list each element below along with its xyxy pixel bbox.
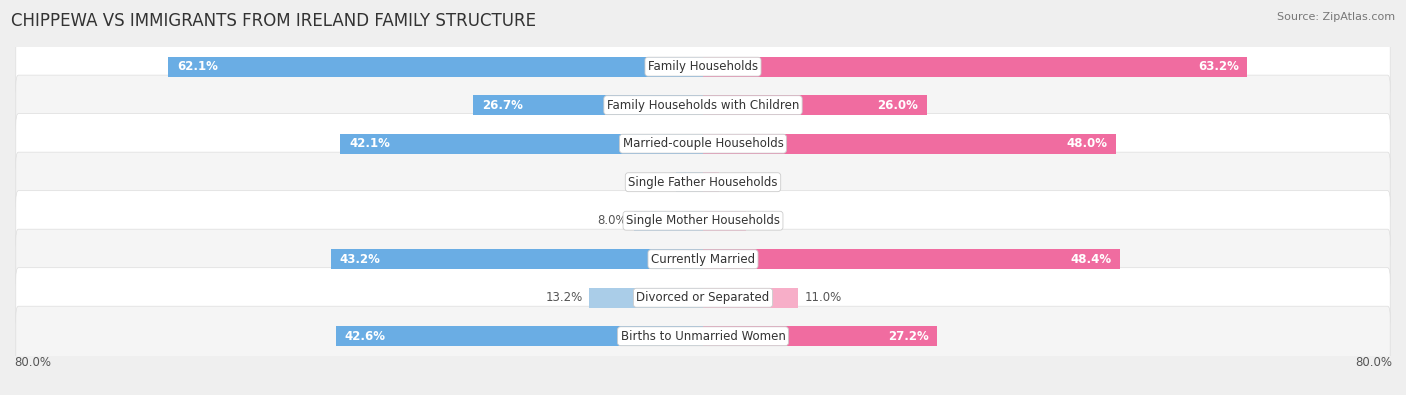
Text: 13.2%: 13.2%: [546, 291, 582, 304]
Text: Family Households with Children: Family Households with Children: [607, 99, 799, 112]
Bar: [703, 95, 927, 115]
Text: 43.2%: 43.2%: [340, 253, 381, 266]
Text: 3.1%: 3.1%: [640, 176, 669, 189]
Legend: Chippewa, Immigrants from Ireland: Chippewa, Immigrants from Ireland: [561, 394, 845, 395]
Text: 62.1%: 62.1%: [177, 60, 218, 73]
Text: Married-couple Households: Married-couple Households: [623, 137, 783, 150]
Bar: [703, 134, 1116, 154]
Bar: [330, 249, 703, 269]
FancyBboxPatch shape: [15, 152, 1391, 212]
Bar: [703, 249, 1119, 269]
Text: 42.6%: 42.6%: [344, 330, 385, 343]
Bar: [703, 326, 938, 346]
Bar: [589, 288, 703, 308]
Text: Family Households: Family Households: [648, 60, 758, 73]
Text: 48.4%: 48.4%: [1070, 253, 1111, 266]
Bar: [703, 172, 718, 192]
Text: 80.0%: 80.0%: [1355, 356, 1392, 369]
Bar: [634, 211, 703, 231]
Text: 63.2%: 63.2%: [1198, 60, 1239, 73]
Text: 27.2%: 27.2%: [887, 330, 928, 343]
Text: Single Mother Households: Single Mother Households: [626, 214, 780, 227]
Text: 48.0%: 48.0%: [1067, 137, 1108, 150]
Bar: [340, 134, 703, 154]
FancyBboxPatch shape: [15, 37, 1391, 97]
Text: CHIPPEWA VS IMMIGRANTS FROM IRELAND FAMILY STRUCTURE: CHIPPEWA VS IMMIGRANTS FROM IRELAND FAMI…: [11, 12, 536, 30]
Text: 8.0%: 8.0%: [598, 214, 627, 227]
Bar: [703, 211, 747, 231]
FancyBboxPatch shape: [15, 306, 1391, 366]
Text: 5.0%: 5.0%: [754, 214, 783, 227]
FancyBboxPatch shape: [15, 114, 1391, 174]
Bar: [336, 326, 703, 346]
Text: Source: ZipAtlas.com: Source: ZipAtlas.com: [1277, 12, 1395, 22]
Text: Currently Married: Currently Married: [651, 253, 755, 266]
Bar: [472, 95, 703, 115]
Bar: [169, 56, 703, 77]
Bar: [703, 288, 797, 308]
Text: 26.7%: 26.7%: [482, 99, 523, 112]
Text: Single Father Households: Single Father Households: [628, 176, 778, 189]
Text: 26.0%: 26.0%: [877, 99, 918, 112]
FancyBboxPatch shape: [15, 229, 1391, 289]
Text: 11.0%: 11.0%: [804, 291, 842, 304]
Text: 1.8%: 1.8%: [725, 176, 755, 189]
FancyBboxPatch shape: [15, 268, 1391, 328]
FancyBboxPatch shape: [15, 191, 1391, 251]
Text: 42.1%: 42.1%: [349, 137, 389, 150]
Text: Divorced or Separated: Divorced or Separated: [637, 291, 769, 304]
Bar: [703, 56, 1247, 77]
Text: Births to Unmarried Women: Births to Unmarried Women: [620, 330, 786, 343]
FancyBboxPatch shape: [15, 75, 1391, 135]
Text: 80.0%: 80.0%: [14, 356, 51, 369]
Bar: [676, 172, 703, 192]
